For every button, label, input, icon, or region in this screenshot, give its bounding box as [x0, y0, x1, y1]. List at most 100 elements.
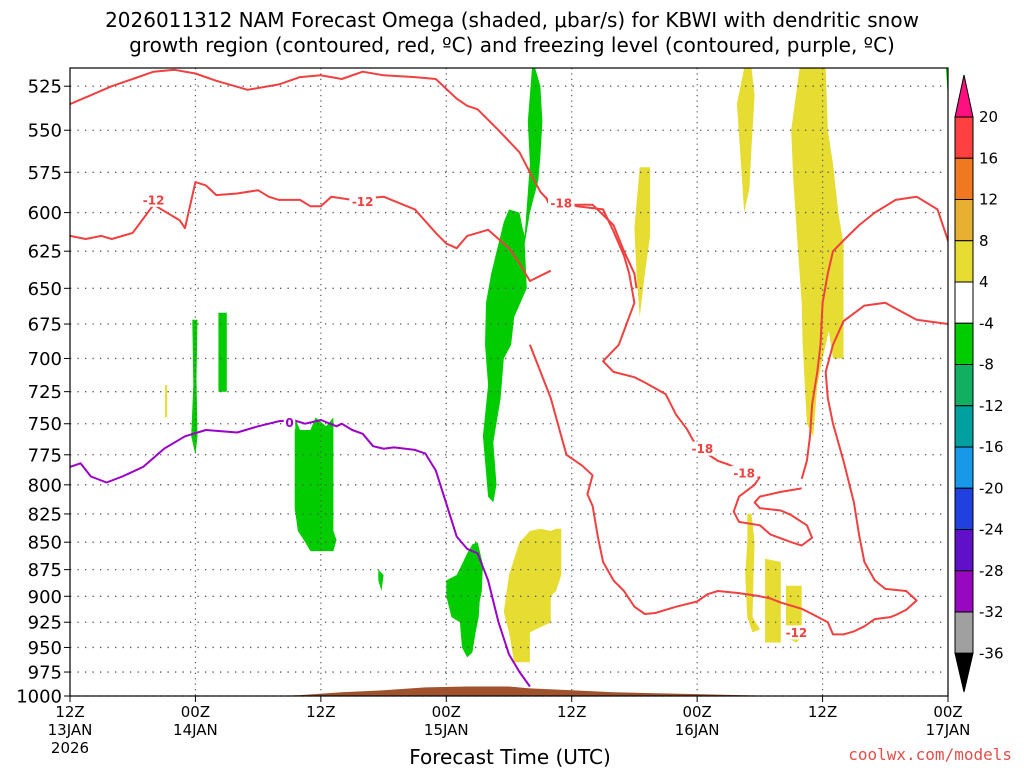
- y-tick-label-550: 550: [28, 121, 62, 142]
- contour-line-3: [544, 196, 761, 480]
- y-tick-label-850: 850: [28, 533, 62, 554]
- y-tick-label-875: 875: [28, 560, 62, 581]
- colorbar-label-7: -12: [979, 397, 1004, 415]
- y-tick-label-950: 950: [28, 638, 62, 659]
- contour-line-5: [732, 475, 814, 547]
- colorbar-label-10: -24: [979, 521, 1004, 539]
- contour-label-3: 0: [285, 416, 293, 430]
- x-tick-label-4-1: 12Z: [557, 703, 586, 721]
- colorbar-label-1: 16: [979, 149, 998, 167]
- x-tick-label-0-3: 2026: [51, 739, 89, 757]
- contour-label-bg-1: [349, 194, 376, 209]
- colorbar-segment-12: [954, 611, 974, 654]
- contour-label-bg-6: [783, 625, 810, 640]
- omega-shading-layer: [165, 68, 948, 663]
- x-tick-label-1-2: 14JAN: [173, 721, 218, 739]
- colorbar-segment-10: [954, 529, 974, 572]
- credit-text: coolwx.com/models: [848, 745, 1012, 764]
- y-tick-label-625: 625: [28, 242, 62, 263]
- colorbar-label-4: 4: [979, 273, 989, 291]
- chart-title-line2: growth region (contoured, red, ºC) and f…: [129, 33, 895, 57]
- y-tick-label-750: 750: [28, 414, 62, 435]
- colorbar-segment-3: [954, 240, 974, 283]
- omega-region-3: [191, 319, 198, 455]
- y-tick-label-925: 925: [28, 613, 62, 634]
- contour-label-0: -12: [143, 193, 165, 207]
- plot-area: -12 -12 -18 0 -18 -18 -12: [69, 67, 949, 697]
- colorbar-segment-5: [954, 322, 974, 365]
- colorbar-label-6: -8: [979, 356, 994, 374]
- colorbar-label-3: 8: [979, 232, 989, 250]
- x-tick-label-2-1: 12Z: [306, 703, 335, 721]
- y-tick-label-575: 575: [28, 163, 62, 184]
- contour-line-4: [528, 301, 948, 636]
- contour-label-bg-2: [548, 196, 575, 211]
- x-tick-label-7-2: 17JAN: [926, 721, 971, 739]
- colorbar-segment-4: [954, 281, 974, 324]
- colorbar-label-11: -28: [979, 562, 1004, 580]
- omega-region-11: [745, 513, 760, 633]
- terrain-layer: [70, 686, 948, 696]
- omega-region-0: [482, 68, 543, 503]
- contour-label-bg-3: [283, 415, 296, 430]
- y-tick-label-800: 800: [28, 475, 62, 496]
- y-tick-label-650: 650: [28, 279, 62, 300]
- contour-line-6: [800, 195, 948, 480]
- omega-region-14: [165, 385, 168, 418]
- x-tick-label-0-2: 13JAN: [48, 721, 93, 739]
- colorbar-top-triangle: [954, 74, 974, 118]
- contour-label-5: -18: [733, 466, 755, 480]
- omega-region-12: [765, 558, 781, 643]
- y-tick-label-975: 975: [28, 663, 62, 684]
- x-tick-label-6-1: 12Z: [808, 703, 837, 721]
- y-tick-label-675: 675: [28, 315, 62, 336]
- colorbar-segment-0: [954, 116, 974, 159]
- colorbar-label-8: -16: [979, 438, 1004, 456]
- omega-region-10: [736, 68, 755, 213]
- colorbar-label-2: 12: [979, 191, 998, 209]
- colorbar-label-0: 20: [979, 108, 998, 126]
- colorbar-label-13: -36: [979, 644, 1004, 662]
- y-tick-label-775: 775: [28, 445, 62, 466]
- y-tick-label-725: 725: [28, 382, 62, 403]
- x-tick-label-1-1: 00Z: [181, 703, 210, 721]
- colorbar-segment-8: [954, 446, 974, 489]
- y-tick-label-600: 600: [28, 203, 62, 224]
- y-tick-label-700: 700: [28, 349, 62, 370]
- y-tick-label-1000: 1000: [16, 687, 62, 708]
- colorbar-segment-2: [954, 199, 974, 242]
- contour-label-layer: -12 -12 -18 0 -18 -18 -12: [140, 192, 810, 640]
- y-axis: 525 550 575 600 625 650 675 700 725 750 775 800 825 8…: [16, 77, 70, 708]
- omega-region-7: [503, 528, 562, 663]
- plot-frame: [69, 67, 949, 697]
- x-tick-label-7-1: 00Z: [933, 703, 962, 721]
- colorbar-label-5: -4: [979, 314, 994, 332]
- omega-region-8: [634, 167, 651, 317]
- colorbar-segment-6: [954, 364, 974, 407]
- y-tick-label-525: 525: [28, 77, 62, 98]
- omega-region-1: [294, 417, 337, 552]
- x-tick-label-3-1: 00Z: [432, 703, 461, 721]
- contour-label-bg-4: [689, 441, 716, 456]
- colorbar-segment-7: [954, 405, 974, 448]
- contour-label-2: -18: [550, 197, 572, 211]
- contour-label-bg-5: [730, 465, 758, 480]
- chart-title-line1: 2026011312 NAM Forecast Omega (shaded, μ…: [105, 8, 919, 32]
- colorbar-bottom-triangle: [954, 652, 974, 693]
- x-tick-label-0-1: 12Z: [55, 703, 84, 721]
- omega-region-5: [378, 569, 384, 591]
- colorbar: 20 16 12 8 4 -4 -8 -12 -16 -20 -24 -28 -32 -36: [954, 74, 1004, 693]
- x-tick-label-5-1: 00Z: [682, 703, 711, 721]
- contour-label-bg-0: [140, 192, 167, 207]
- terrain-fill: [70, 686, 948, 696]
- grid-layer: [70, 68, 948, 697]
- colorbar-segment-11: [954, 570, 974, 613]
- x-tick-label-3-2: 15JAN: [424, 721, 469, 739]
- contour-line-0: [70, 419, 531, 688]
- omega-region-2: [446, 542, 483, 658]
- x-tick-label-5-2: 16JAN: [675, 721, 720, 739]
- colorbar-label-12: -32: [979, 603, 1004, 621]
- colorbar-label-9: -20: [979, 479, 1004, 497]
